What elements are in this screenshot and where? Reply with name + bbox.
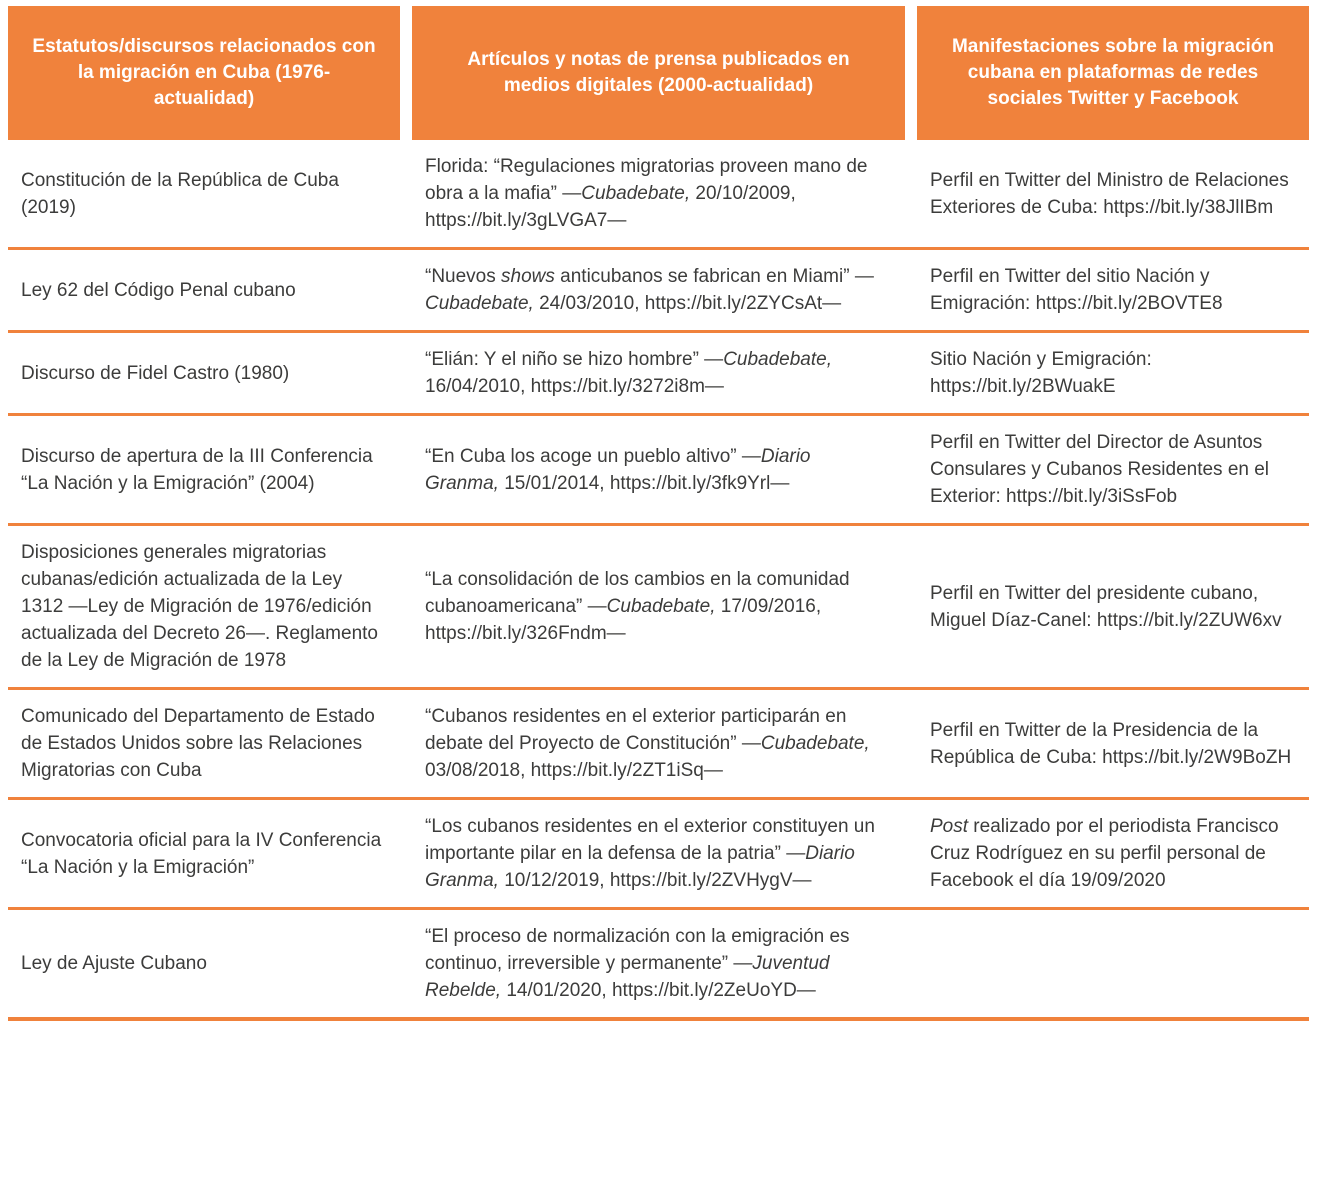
cell-statute: Disposiciones generales migratorias cuba… (21, 542, 378, 671)
table-row: Ley 62 del Código Penal cubano “Nuevos s… (8, 250, 1309, 333)
cell-statute: Discurso de Fidel Castro (1980) (21, 362, 290, 384)
cell-statute: Ley 62 del Código Penal cubano (21, 279, 296, 301)
cell-social: Perfil en Twitter del presidente cubano,… (930, 582, 1282, 631)
table-row: Ley de Ajuste Cubano “El proceso de norm… (8, 910, 1309, 1021)
table-row: Discurso de apertura de la III Conferenc… (8, 416, 1309, 526)
cell-article: “Elián: Y el niño se hizo hombre” —Cubad… (425, 349, 833, 397)
cell-article: “Los cubanos residentes en el exterior c… (425, 816, 875, 891)
cell-social: Perfil en Twitter del sitio Nación y Emi… (930, 266, 1223, 314)
table-row: Constitución de la República de Cuba (20… (8, 140, 1309, 250)
header-social: Manifestaciones sobre la migración cuban… (917, 6, 1309, 140)
cell-article: “La consolidación de los cambios en la c… (425, 569, 850, 644)
cell-article: “Nuevos shows anticubanos se fabrican en… (425, 266, 874, 314)
migration-sources-table: Estatutos/discursos relacionados con la … (8, 6, 1309, 1021)
cell-social: Sitio Nación y Emigración: https://bit.l… (930, 349, 1152, 397)
header-statutes: Estatutos/discursos relacionados con la … (8, 6, 400, 140)
table-row: Disposiciones generales migratorias cuba… (8, 526, 1309, 690)
cell-social: Perfil en Twitter del Ministro de Relaci… (930, 169, 1289, 218)
header-articles: Artículos y notas de prensa publicados e… (412, 6, 905, 140)
cell-article: “Cubanos residentes en el exterior parti… (425, 706, 870, 781)
cell-statute: Convocatoria oficial para la IV Conferen… (21, 829, 382, 878)
cell-statute: Constitución de la República de Cuba (20… (21, 169, 339, 218)
cell-statute: Comunicado del Departamento de Estado de… (21, 706, 375, 781)
cell-article: “El proceso de normalización con la emig… (425, 926, 850, 1001)
table-row: Convocatoria oficial para la IV Conferen… (8, 800, 1309, 910)
cell-social: Perfil en Twitter de la Presidencia de l… (930, 719, 1292, 768)
table-row: Discurso de Fidel Castro (1980) “Elián: … (8, 333, 1309, 416)
cell-statute: Discurso de apertura de la III Conferenc… (21, 445, 373, 494)
cell-social: Post realizado por el periodista Francis… (930, 816, 1279, 891)
cell-article: “En Cuba los acoge un pueblo altivo” —Di… (425, 445, 811, 494)
table-row: Comunicado del Departamento de Estado de… (8, 690, 1309, 800)
table-header-row: Estatutos/discursos relacionados con la … (8, 6, 1309, 140)
cell-article: Florida: “Regulaciones migratorias prove… (425, 156, 868, 231)
cell-social: Perfil en Twitter del Director de Asunto… (930, 432, 1270, 507)
cell-statute: Ley de Ajuste Cubano (21, 953, 207, 974)
